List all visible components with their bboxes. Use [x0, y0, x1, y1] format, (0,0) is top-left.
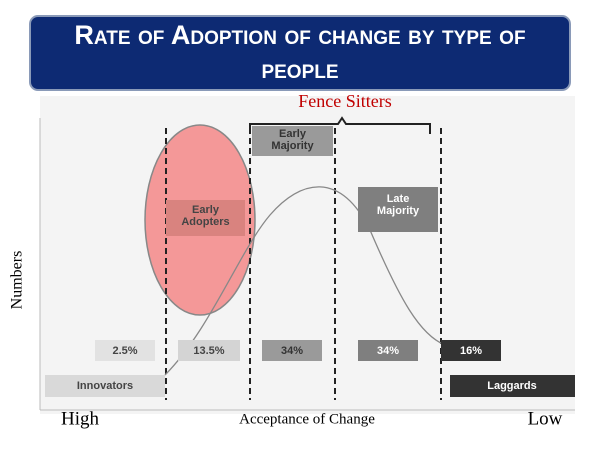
- x-right-label: Low: [528, 408, 563, 429]
- title: Rate of Adoption of change by type of pe…: [74, 20, 526, 84]
- bracket: [249, 116, 431, 134]
- group-label: Early Majority: [271, 128, 314, 152]
- group-box: [166, 200, 245, 236]
- fence-sitters: Fence Sitters: [298, 91, 391, 111]
- percent: 13.5%: [193, 345, 224, 357]
- percent: 34%: [377, 345, 399, 357]
- title-box: [29, 15, 571, 91]
- percent-box: [358, 340, 418, 361]
- percent-box: [95, 340, 155, 361]
- group-label: Late Majority: [376, 193, 420, 217]
- title-wrap: Rate of Adoption of change by type of pe…: [74, 20, 526, 84]
- percent: 34%: [281, 345, 303, 357]
- group-box: [358, 187, 438, 232]
- group-box: [45, 375, 165, 397]
- group-box: [252, 126, 333, 156]
- percent-box: [262, 340, 322, 361]
- group-box: [450, 375, 575, 397]
- percent: 16%: [460, 345, 482, 357]
- percent-box: [441, 340, 501, 361]
- percent-box: [178, 340, 240, 361]
- x-left-label: High: [61, 408, 100, 429]
- group-label-wrap: Late Majority: [376, 193, 420, 217]
- group-label: Early Adopters: [181, 204, 230, 228]
- group-label-wrap: Early Majority: [271, 128, 314, 152]
- x-axis-label: Acceptance of Change: [239, 411, 375, 427]
- percent: 2.5%: [112, 345, 137, 357]
- group-label-wrap: Early Adopters: [181, 204, 230, 228]
- group-label: Laggards: [487, 380, 537, 392]
- group-label: Innovators: [77, 380, 133, 392]
- dividers: [165, 128, 442, 400]
- y-axis-label: Numbers: [9, 251, 26, 310]
